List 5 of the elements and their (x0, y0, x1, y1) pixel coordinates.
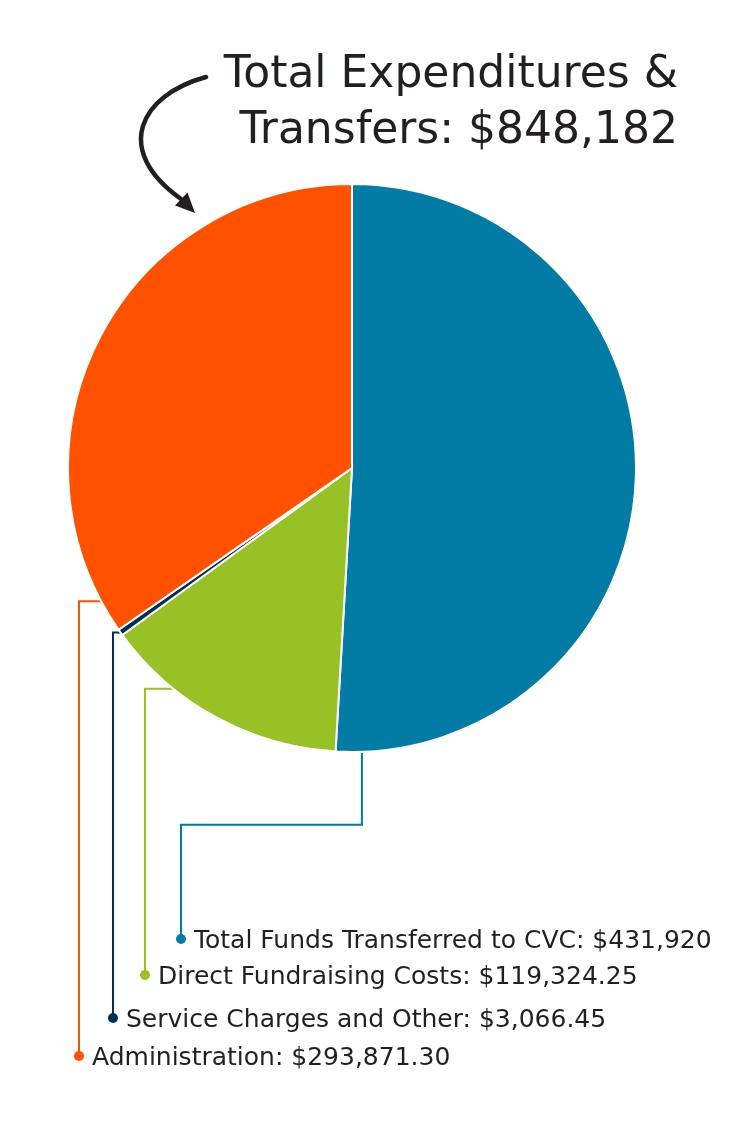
legend-label: Administration: $293,871.30 (92, 1041, 451, 1071)
legend-label: Direct Fundraising Costs: $119,324.25 (158, 960, 638, 990)
legend-label: Service Charges and Other: $3,066.45 (126, 1003, 607, 1033)
legend-label: Total Funds Transferred to CVC: $431,920 (193, 924, 712, 954)
chart-title: Total Expenditures & Transfers: $848,182 (222, 45, 678, 155)
